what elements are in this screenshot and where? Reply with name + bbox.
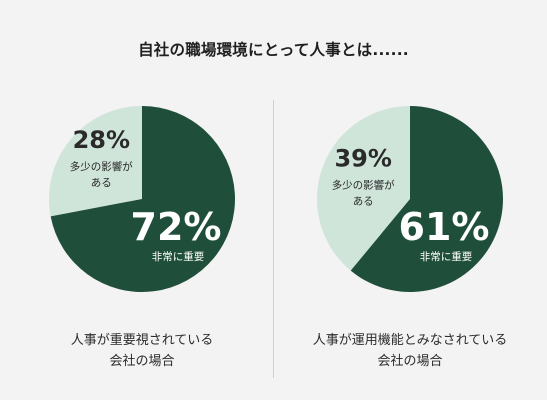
caption-right: 人事が運用機能とみなされている 会社の場合 <box>285 330 535 372</box>
pie-slice-major <box>350 106 503 292</box>
slice-label-major: 非常に重要 <box>152 250 205 263</box>
slice-label-minor: ある <box>91 177 112 189</box>
caption-line: 会社の場合 <box>109 354 175 369</box>
slice-label-minor: ある <box>353 196 374 208</box>
pie-slice-minor <box>48 106 142 217</box>
slice-label-minor: 多少の影響が <box>332 179 395 192</box>
slice-label-minor: 多少の影響が <box>70 160 133 173</box>
pie-slice-major <box>50 106 236 292</box>
chart-title: 自社の職場環境にとって人事とは...... <box>138 41 409 59</box>
value-label-minor: 28% <box>73 126 130 154</box>
pie-slice-minor <box>317 106 410 271</box>
caption-line: 人事が重要視されている <box>70 333 214 348</box>
caption-left: 人事が重要視されている 会社の場合 <box>17 330 267 372</box>
divider <box>273 100 274 378</box>
slice-label-major: 非常に重要 <box>420 250 473 263</box>
value-label-minor: 39% <box>334 145 391 173</box>
value-label-major: 72% <box>131 205 222 249</box>
value-label-major: 61% <box>399 205 490 249</box>
caption-line: 人事が運用機能とみなされている <box>312 333 508 348</box>
caption-line: 会社の場合 <box>377 354 443 369</box>
